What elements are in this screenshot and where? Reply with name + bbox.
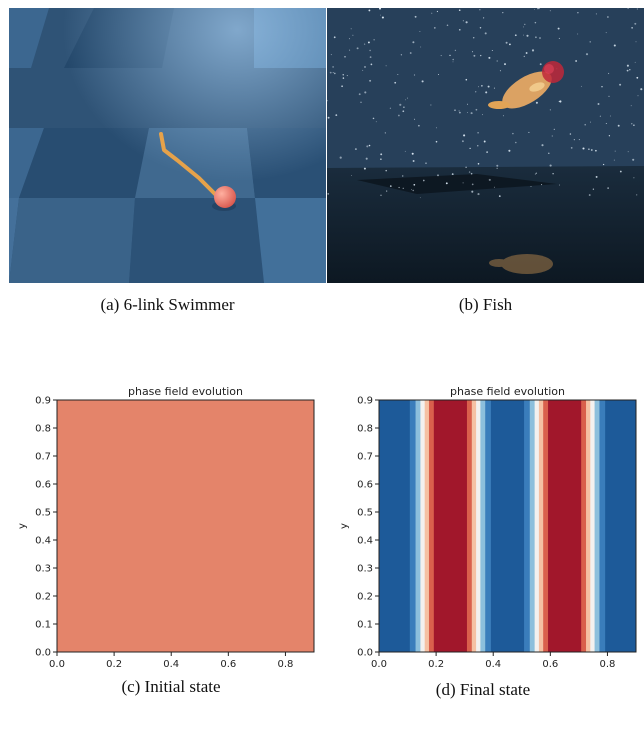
swimmer-scene [9,8,326,283]
swimmer-render [9,8,326,283]
final-stripe [605,400,637,652]
fish-scene [327,8,644,283]
final-stripe [379,400,411,652]
initial-field [57,400,314,652]
swimmer-body [159,132,236,211]
initial-y-tick-label: 0.2 [35,592,51,603]
initial-x-tick-label: 0.4 [163,659,179,670]
initial-state-chart: 0.0 0.2 0.4 0.6 0.8 0.0 0.1 0.2 0.3 0.4 0.5 0.6 0.7 0… [17,385,315,670]
final-y-tick-label: 0.4 [357,536,373,547]
initial-y-tick-label: 0.1 [35,620,51,631]
final-stripe [433,400,468,652]
final-stripe [466,400,473,652]
final-y-tick-label: 0.3 [357,564,373,575]
final-x-tick-label: 0.0 [371,659,387,670]
initial-y-tick-label: 0.6 [35,480,51,491]
final-stripe [480,400,486,652]
final-stripe [543,400,549,652]
final-x-tick-label: 0.8 [599,659,615,670]
initial-title: phase field evolution [128,385,243,398]
final-state-chart: 0.0 0.2 0.4 0.6 0.8 0.0 0.1 0.2 0.3 0.4 0.5 0.6 0.7 0… [339,385,637,670]
final-y-tick-label: 0.2 [357,592,373,603]
fish-render [327,8,644,283]
final-plot-frame [378,399,637,653]
initial-x-tick-label: 0.2 [106,659,122,670]
initial-y-tick-label: 0.3 [35,564,51,575]
final-y-tick-label: 0.0 [357,648,373,659]
initial-x-tick-label: 0.6 [220,659,236,670]
final-y-tick-label: 0.8 [357,424,373,435]
final-title: phase field evolution [450,385,565,398]
initial-y-tick-label: 0.4 [35,536,51,547]
final-y-tick-label: 0.6 [357,480,373,491]
final-stripe [409,400,416,652]
initial-x-tick-label: 0.8 [277,659,293,670]
initial-y-tick-label: 0.9 [35,396,51,407]
final-stripe [586,400,591,652]
fish-body [488,61,564,109]
final-x-tick-label: 0.4 [485,659,501,670]
initial-y-tick-label: 0.5 [35,508,51,519]
final-stripe [471,400,477,652]
final-x-tick-label: 0.2 [428,659,444,670]
caption-fish: (b) Fish [458,295,513,314]
initial-y-tick-label: 0.7 [35,452,51,463]
final-stripe [534,400,540,652]
final-stripe [594,400,600,652]
caption-final: (d) Final state [435,680,531,699]
final-x-tick-label: 0.6 [542,659,558,670]
initial-y-tick-label: 0.0 [35,648,51,659]
final-stripe [428,400,435,652]
final-y-axis-label: y [339,523,350,529]
final-stripe [548,400,582,652]
final-stripe [529,400,536,652]
final-y-tick-label: 0.1 [357,620,373,631]
initial-y-axis-label: y [17,523,28,529]
final-stripe [476,400,481,652]
final-stripe [538,400,544,652]
caption-swimmer: (a) 6-link Swimmer [100,295,235,314]
final-stripe [415,400,421,652]
final-stripe [424,400,430,652]
final-y-tick-label: 0.9 [357,396,373,407]
final-y-tick-label: 0.7 [357,452,373,463]
final-stripe [599,400,606,652]
final-y-tick-label: 0.5 [357,508,373,519]
final-stripe [490,400,525,652]
initial-y-tick-label: 0.8 [35,424,51,435]
initial-x-tick-label: 0.0 [49,659,65,670]
final-stripe [524,400,531,652]
final-stripe [581,400,587,652]
initial-plot-frame [56,399,315,653]
final-stripe [485,400,492,652]
final-stripe [420,400,426,652]
final-stripe [590,400,595,652]
caption-initial: (c) Initial state [121,677,221,696]
fish-reflection [489,254,553,274]
